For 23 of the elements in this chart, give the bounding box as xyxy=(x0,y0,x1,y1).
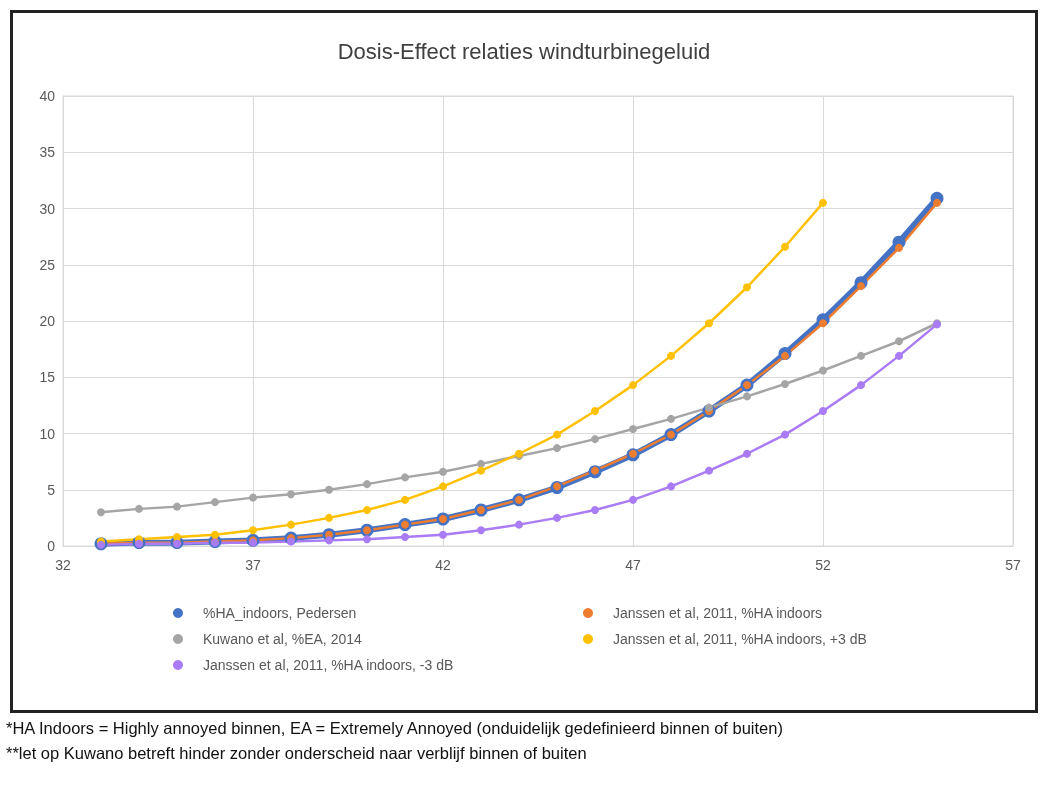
chart-title: Dosis-Effect relaties windturbinegeluid xyxy=(337,38,711,64)
x-tick-label: 57 xyxy=(1005,557,1021,573)
x-tick-label: 32 xyxy=(55,557,71,573)
y-tick-label: 35 xyxy=(39,144,56,161)
x-tick-label: 42 xyxy=(435,557,451,573)
y-tick-label: 40 xyxy=(39,88,56,104)
y-tick-label: 10 xyxy=(39,425,56,442)
legend-label: Janssen et al, 2011, %HA indoors xyxy=(613,605,823,621)
y-tick-label: 5 xyxy=(47,481,56,498)
x-tick-label: 37 xyxy=(245,557,261,573)
legend-label: Kuwano et al, %EA, 2014 xyxy=(203,631,362,647)
y-tick-label: 0 xyxy=(47,538,56,554)
y-tick-label: 25 xyxy=(39,256,56,273)
legend-label: Janssen et al, 2011, %HA indoors, -3 dB xyxy=(203,657,454,673)
x-tick-label: 47 xyxy=(625,557,641,573)
y-tick-label: 20 xyxy=(39,313,56,329)
x-tick-label: 52 xyxy=(815,557,831,573)
legend-label: Janssen et al, 2011, %HA indoors, +3 dB xyxy=(613,631,867,647)
legend-label: %HA_indoors, Pedersen xyxy=(203,605,357,621)
y-tick-label: 15 xyxy=(39,369,56,386)
y-tick-label: 30 xyxy=(39,200,56,217)
text: *HA Indoors = Highly annoyed binnen, EA = Extremely Annoyed (onduidelijk gedefinieerd binnen of buiten) xyxy=(6,718,783,739)
text: **let op Kuwano betreft hinder zonder onderscheid naar verblijf binnen of buiten xyxy=(6,743,588,764)
